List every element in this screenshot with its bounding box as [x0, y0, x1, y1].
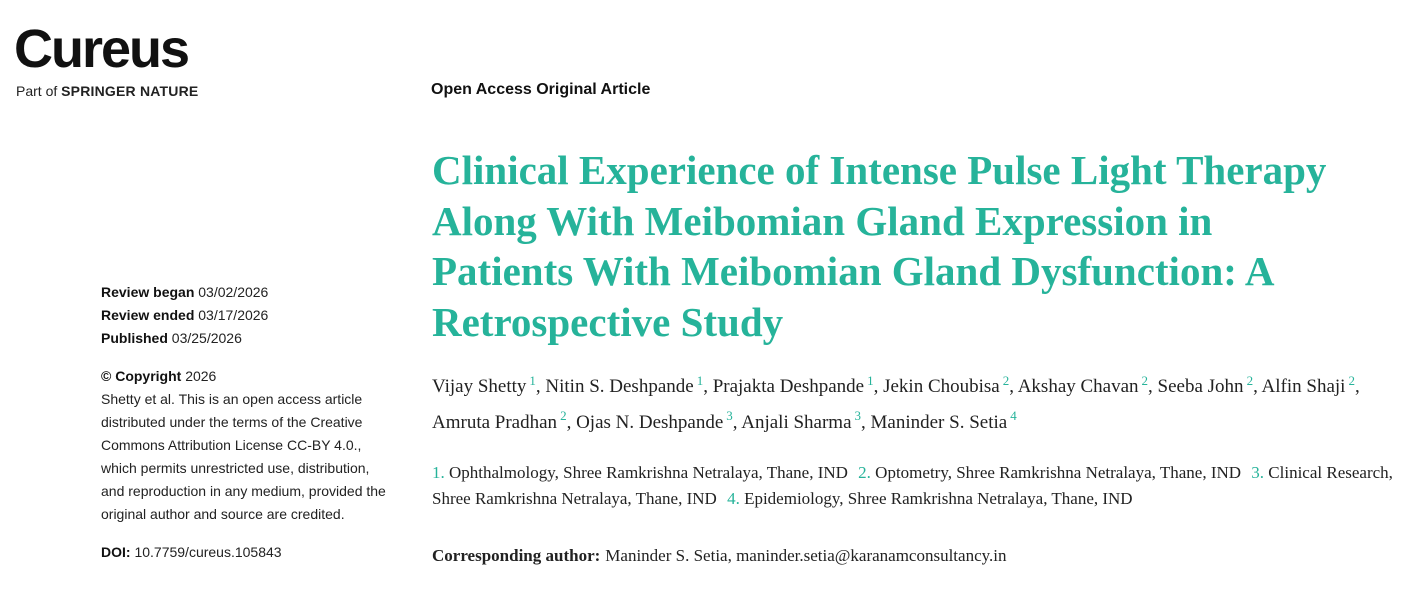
author-affiliation: 1: [529, 373, 536, 388]
copyright-text: Shetty et al. This is an open access art…: [101, 391, 386, 522]
doi-value[interactable]: 10.7759/cureus.105843: [134, 544, 282, 560]
affiliation-number: 4.: [727, 489, 740, 508]
date-label: Published: [101, 330, 168, 346]
tagline-prefix: Part of: [16, 83, 58, 99]
date-row: Review began 03/02/2026: [101, 281, 396, 304]
date-value: 03/02/2026: [198, 284, 269, 300]
author-name: Prajakta Deshpande: [712, 376, 865, 398]
author-affiliation: 2: [1348, 373, 1355, 388]
author: Maninder S. Setia 4: [870, 408, 1017, 433]
sidebar: Review began 03/02/2026 Review ended 03/1…: [101, 281, 396, 564]
author-name: Anjali Sharma: [741, 411, 852, 433]
author-affiliation: 1: [696, 373, 704, 388]
author-name: Jekin Choubisa: [883, 376, 1000, 398]
author-name: Vijay Shetty: [432, 376, 527, 398]
author: Amruta Pradhan 2: [432, 408, 576, 433]
corresponding: Corresponding author: Maninder S. Setia, …: [432, 546, 1007, 566]
tagline-brand: SPRINGER NATURE: [61, 83, 199, 99]
author-affiliation: 3: [726, 408, 733, 424]
copyright-label: © Copyright: [101, 368, 182, 384]
corresponding-label: Corresponding author:: [432, 546, 601, 565]
author-affiliation: 4: [1010, 408, 1017, 424]
affiliation-number: 2.: [858, 463, 871, 482]
author: Prajakta Deshpande 1: [712, 373, 883, 398]
article-type: Open Access Original Article: [431, 81, 651, 98]
date-value: 03/17/2026: [198, 307, 269, 323]
author-name: Ojas N. Deshpande: [576, 411, 724, 433]
author-affiliation: 3: [854, 408, 862, 424]
author: Ojas N. Deshpande 3: [576, 408, 741, 433]
affiliation-text: Clinical Research, Shree Ramkrishna Netr…: [432, 463, 1393, 508]
corresponding-text: Maninder S. Setia, maninder.setia@karana…: [605, 546, 1007, 565]
article-title: Clinical Experience of Intense Pulse Lig…: [432, 147, 1327, 345]
date-label: Review began: [101, 284, 195, 300]
affiliation: 3. Clinical Research, Shree Ramkrishna N…: [432, 463, 1393, 508]
date-row: Review ended 03/17/2026: [101, 304, 396, 327]
author-name: Amruta Pradhan: [432, 411, 558, 433]
author-name: Alfin Shaji: [1261, 376, 1346, 398]
affiliation-text: Optometry, Shree Ramkrishna Netralaya, T…: [875, 463, 1242, 482]
doi: DOI: 10.7759/cureus.105843: [101, 541, 396, 564]
author: Akshay Chavan 2: [1017, 373, 1158, 398]
affiliation: 1. Ophthalmology, Shree Ramkrishna Netra…: [432, 463, 848, 482]
author-name: Seeba John: [1157, 376, 1244, 398]
affiliation-text: Epidemiology, Shree Ramkrishna Netralaya…: [744, 489, 1133, 508]
author: Alfin Shaji 2: [1261, 373, 1360, 398]
author: Anjali Sharma 3: [741, 408, 870, 433]
date-row: Published 03/25/2026: [101, 327, 396, 350]
date-label: Review ended: [101, 307, 195, 323]
logo[interactable]: Cureus: [14, 19, 190, 79]
author-affiliation: 2: [1141, 373, 1149, 388]
author-name: Maninder S. Setia: [870, 411, 1008, 433]
affiliations: 1. Ophthalmology, Shree Ramkrishna Netra…: [432, 460, 1407, 512]
affiliation-number: 1.: [432, 463, 445, 482]
affiliation-number: 3.: [1251, 463, 1265, 482]
affiliation-text: Ophthalmology, Shree Ramkrishna Netralay…: [449, 463, 848, 482]
affiliation: 2. Optometry, Shree Ramkrishna Netralaya…: [858, 463, 1241, 482]
author: Vijay Shetty 1: [432, 373, 545, 398]
author-name: Nitin S. Deshpande: [545, 376, 694, 398]
author: Seeba John 2: [1157, 373, 1262, 398]
author: Nitin S. Deshpande 1: [545, 373, 712, 398]
dates: Review began 03/02/2026 Review ended 03/1…: [101, 281, 396, 350]
copyright: © Copyright 2026 Shetty et al. This is an…: [101, 365, 396, 526]
author-affiliation: 2: [1246, 373, 1254, 388]
affiliation: 4. Epidemiology, Shree Ramkrishna Netral…: [727, 489, 1133, 508]
copyright-year: 2026: [185, 368, 217, 384]
author-affiliation: 1: [867, 373, 874, 388]
author: Jekin Choubisa 2: [883, 373, 1018, 398]
author-affiliation: 2: [1002, 373, 1010, 388]
doi-label: DOI:: [101, 544, 131, 560]
author-affiliation: 2: [560, 408, 567, 424]
tagline: Part of SPRINGER NATURE: [16, 83, 198, 99]
author-name: Akshay Chavan: [1017, 376, 1139, 398]
date-value: 03/25/2026: [171, 330, 242, 346]
